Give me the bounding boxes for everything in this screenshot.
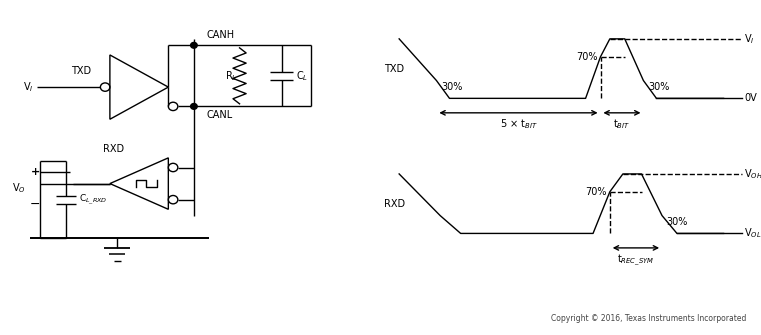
Text: C$_{L\_RXD}$: C$_{L\_RXD}$ xyxy=(79,192,107,207)
Text: R$_L$: R$_L$ xyxy=(225,69,237,83)
Text: RXD: RXD xyxy=(384,199,406,209)
Text: V$_I$: V$_I$ xyxy=(23,80,33,94)
Text: CANH: CANH xyxy=(207,30,235,41)
Text: 70%: 70% xyxy=(576,52,597,62)
Text: V$_{OL}$: V$_{OL}$ xyxy=(744,226,761,240)
Text: V$_O$: V$_O$ xyxy=(12,182,26,195)
Text: 5 × t$_{BIT}$: 5 × t$_{BIT}$ xyxy=(499,118,537,131)
Circle shape xyxy=(190,104,197,109)
Text: Copyright © 2016, Texas Instruments Incorporated: Copyright © 2016, Texas Instruments Inco… xyxy=(550,315,746,324)
Text: 30%: 30% xyxy=(648,82,669,92)
Text: RXD: RXD xyxy=(103,144,124,154)
Text: 0V: 0V xyxy=(744,93,757,104)
Text: +: + xyxy=(30,167,40,177)
Text: TXD: TXD xyxy=(71,66,91,76)
Text: V$_{OH}$: V$_{OH}$ xyxy=(744,167,761,181)
Text: t$_{BIT}$: t$_{BIT}$ xyxy=(613,118,631,131)
Circle shape xyxy=(190,43,197,48)
Text: −: − xyxy=(30,198,40,211)
Text: 30%: 30% xyxy=(667,217,688,227)
Text: TXD: TXD xyxy=(384,64,404,74)
Text: CANL: CANL xyxy=(207,110,233,120)
Text: 70%: 70% xyxy=(585,187,607,197)
Text: 30%: 30% xyxy=(441,82,462,92)
Text: V$_I$: V$_I$ xyxy=(744,32,755,46)
Text: t$_{REC\_SYM}$: t$_{REC\_SYM}$ xyxy=(617,253,654,268)
Text: C$_L$: C$_L$ xyxy=(296,69,308,83)
